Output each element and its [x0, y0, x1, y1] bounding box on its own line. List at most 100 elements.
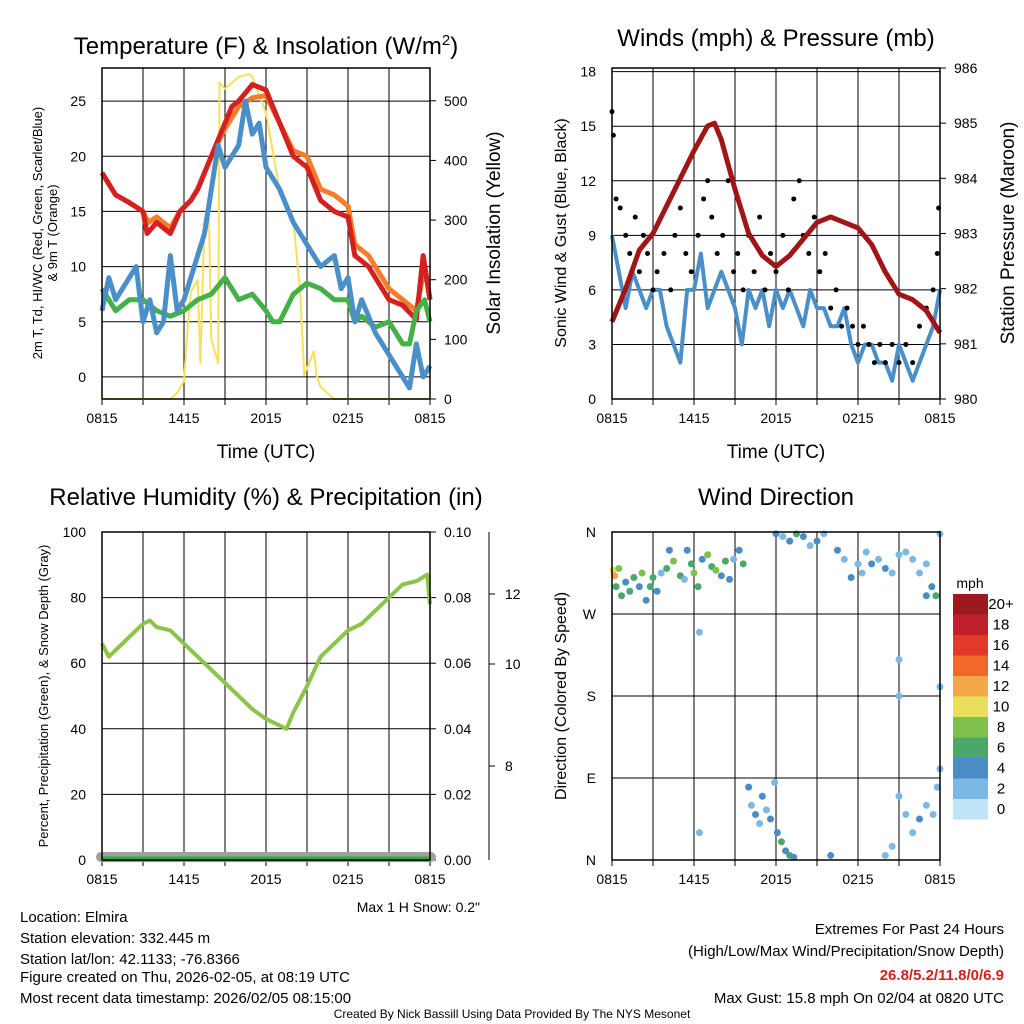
gust-point — [822, 251, 828, 257]
gust-point — [762, 287, 768, 293]
y-tick-label: 0 — [78, 369, 86, 385]
colorbar-label: 8 — [997, 719, 1005, 736]
y-tick-label: 12 — [580, 173, 596, 189]
series-line-station-pressure — [609, 120, 943, 335]
y-tick-label: 20 — [70, 148, 86, 164]
y2-tick-label: 984 — [954, 170, 978, 186]
wind-direction-point — [875, 555, 882, 563]
wind-direction-point — [909, 555, 917, 563]
x-tick-label: 0215 — [842, 871, 873, 887]
wind-direction-point — [653, 587, 661, 595]
y-tick-label: 10 — [70, 259, 86, 275]
y2-tick-label: 982 — [954, 281, 978, 297]
gust-point — [623, 232, 629, 238]
x-tick-label: 0815 — [596, 410, 627, 426]
gust-point — [930, 287, 936, 293]
x-tick-label: 1415 — [168, 871, 199, 887]
wind-direction-point — [909, 829, 917, 837]
y-tick-label: E — [587, 770, 596, 786]
y2-tick-label: 980 — [954, 391, 978, 407]
y2-tick-label: 200 — [444, 272, 468, 288]
y-tick-label: 40 — [70, 721, 86, 737]
wind-direction-point — [854, 560, 862, 568]
gust-point — [714, 251, 720, 257]
x-tick-label: 1415 — [678, 410, 709, 426]
pressure-y-axis-label: Station Pressure (Maroon) — [998, 122, 1019, 345]
humidity-y-axis-label: Percent, Precipitation (Green), & Snow D… — [36, 545, 51, 848]
solar-y-axis-label: Solar Insolation (Yellow) — [484, 131, 505, 334]
wind-direction-point — [683, 546, 691, 554]
gust-point — [817, 269, 823, 275]
wind-direction-point — [665, 546, 673, 554]
colorbar-swatch — [953, 737, 988, 758]
wind-direction-point — [922, 592, 930, 600]
credit-text: Created By Nick Bassill Using Data Provi… — [334, 1007, 691, 1021]
wind-direction-point — [642, 596, 650, 604]
x-tick-label: 1415 — [168, 410, 199, 426]
colorbar-swatch — [953, 696, 988, 717]
x-tick-label: 0815 — [596, 871, 627, 887]
wind-direction-point — [895, 656, 903, 664]
gust-point — [632, 214, 638, 220]
wind-direction-point — [881, 851, 889, 859]
gust-point — [672, 232, 678, 238]
y-tick-label: 6 — [588, 282, 596, 298]
x-tick-label: 2015 — [250, 410, 281, 426]
y2-tick-label: 0 — [444, 391, 452, 407]
wind-direction-point — [773, 829, 781, 837]
wind-direction-point — [806, 542, 814, 550]
gust-point — [882, 360, 888, 366]
gust-point — [636, 269, 642, 275]
wind-direction-point — [888, 569, 896, 577]
created-text: Figure created on Thu, 2026-02-05, at 08… — [20, 969, 350, 986]
gust-point — [917, 323, 922, 329]
wind-direction-point — [862, 548, 870, 556]
gust-point — [688, 269, 694, 275]
series-line-2m-t — [99, 82, 433, 323]
gust-point — [860, 323, 866, 329]
gust-point — [709, 214, 715, 220]
colorbar-swatch — [953, 717, 988, 738]
wind-direction-point — [813, 537, 821, 545]
wind-direction-point — [745, 783, 753, 791]
wind-direction-point — [868, 560, 876, 568]
gust-point — [731, 269, 737, 275]
gust-point — [844, 305, 850, 311]
y2-tick-label: 100 — [444, 331, 468, 347]
wind-direction-point — [847, 574, 855, 582]
x-tick-label: 0815 — [86, 871, 117, 887]
elevation-text: Station elevation: 332.445 m — [20, 930, 210, 947]
wind-direction-point — [612, 583, 620, 591]
extremes-title: Extremes For Past 24 Hours — [815, 921, 1004, 938]
colorbar-swatch — [953, 614, 988, 635]
wind-direction-point — [695, 628, 703, 636]
gust-point — [773, 269, 779, 275]
x-tick-label: 0215 — [332, 871, 363, 887]
wind-direction-panel-title: Wind Direction — [698, 484, 854, 511]
location-text: Location: Elmira — [20, 909, 128, 926]
plot-frame — [611, 531, 941, 861]
wind-direction-point — [611, 572, 619, 580]
y2-tick-label: 0.02 — [444, 786, 471, 802]
colorbar-label: 20+ — [988, 596, 1014, 613]
wind-direction-point — [916, 569, 923, 577]
colorbar-label: 14 — [993, 658, 1010, 675]
gust-point — [806, 251, 812, 257]
colorbar-title: mph — [956, 575, 983, 591]
temperature-y-axis-label-line2: & 9m T (Orange) — [45, 184, 60, 281]
gust-point — [855, 341, 861, 347]
x-tick-label: 0815 — [414, 871, 445, 887]
y-tick-label: 18 — [580, 64, 596, 80]
max-snow-note: Max 1 H Snow: 0.2" — [357, 899, 480, 915]
wind-direction-point — [933, 783, 941, 791]
gust-point — [640, 232, 646, 238]
wind-direction-point — [922, 560, 930, 568]
y-tick-label: N — [586, 852, 596, 868]
y-tick-label: 3 — [588, 336, 596, 352]
colorbar-label: 2 — [997, 781, 1005, 798]
wind-direction-point — [698, 555, 706, 563]
gust-point — [695, 232, 701, 238]
wind-direction-point — [695, 829, 703, 837]
y2-tick-label: 0.10 — [444, 524, 471, 540]
